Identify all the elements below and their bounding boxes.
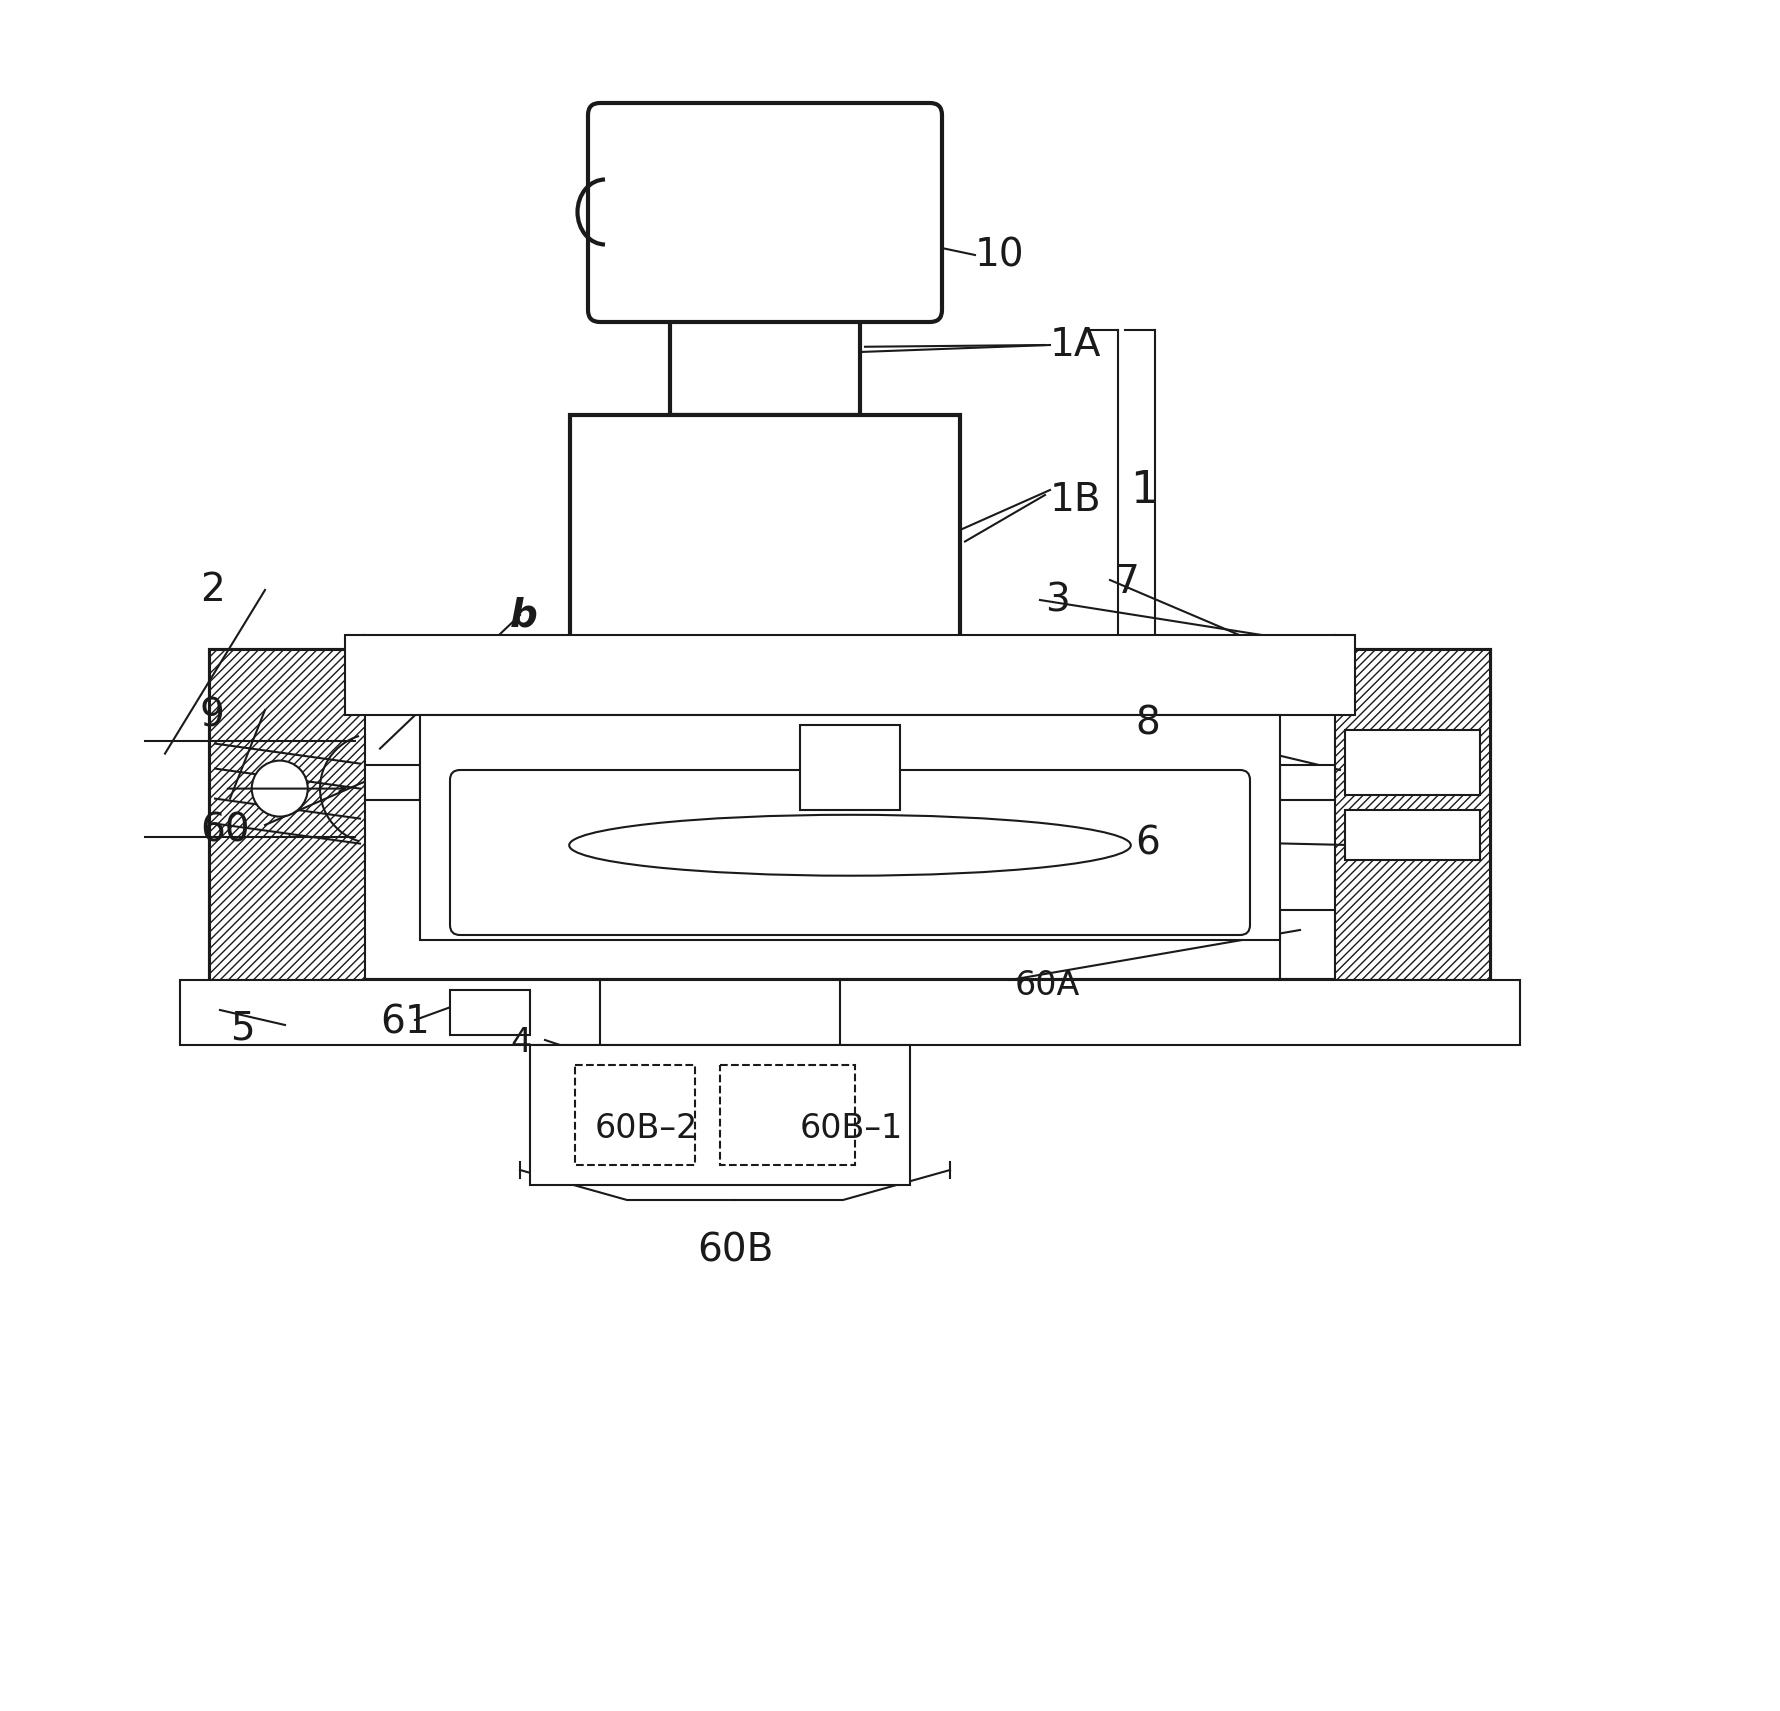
Bar [210, 650, 365, 980]
Bar [420, 715, 1280, 939]
Bar [210, 650, 1490, 980]
Text: 8: 8 [1134, 703, 1159, 743]
Bar [1280, 765, 1335, 801]
Text: 10: 10 [974, 236, 1023, 274]
Text: 61: 61 [379, 1003, 429, 1040]
Ellipse shape [570, 814, 1130, 876]
Text: 60B: 60B [696, 1230, 773, 1270]
Text: 4: 4 [509, 1025, 530, 1059]
Bar [669, 310, 860, 416]
Bar [365, 765, 420, 801]
Bar [1344, 809, 1479, 861]
Text: 7: 7 [1114, 563, 1139, 601]
Bar [1335, 650, 1490, 980]
Bar [719, 1064, 854, 1165]
Text: 1B: 1B [1050, 481, 1102, 518]
Text: 60A: 60A [1015, 968, 1080, 1001]
Text: 60B–2: 60B–2 [595, 1112, 698, 1145]
Text: 6: 6 [1134, 825, 1159, 862]
Bar [530, 1045, 910, 1186]
Text: 3: 3 [1045, 582, 1070, 619]
Bar [180, 980, 1518, 1045]
Bar [799, 725, 899, 809]
Text: 1A: 1A [1050, 327, 1100, 364]
Text: 9: 9 [199, 696, 224, 734]
FancyBboxPatch shape [450, 770, 1250, 934]
Text: 60: 60 [199, 811, 249, 849]
FancyBboxPatch shape [587, 103, 942, 322]
Bar [345, 635, 1355, 715]
Bar [1344, 731, 1479, 796]
Text: 60B–1: 60B–1 [799, 1112, 902, 1145]
Text: 2: 2 [199, 571, 224, 609]
Text: 1: 1 [1129, 469, 1157, 512]
Circle shape [251, 761, 308, 816]
Bar [575, 1064, 694, 1165]
Bar [450, 991, 530, 1035]
Text: 5: 5 [230, 1009, 255, 1047]
Bar [570, 416, 959, 645]
Text: b: b [509, 595, 538, 635]
